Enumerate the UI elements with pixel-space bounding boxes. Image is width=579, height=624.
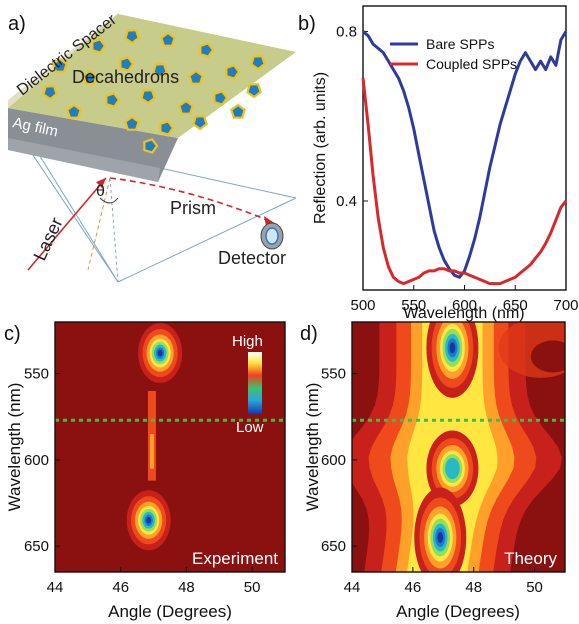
decahedron	[199, 41, 215, 58]
c-xlabel: Angle (Degrees)	[108, 602, 232, 621]
ytick-label: 650	[24, 538, 49, 555]
decahedron	[246, 83, 262, 99]
decahedron	[143, 137, 159, 154]
c-heatmap-streak	[149, 434, 154, 469]
xtick-label: 50	[244, 579, 261, 596]
plot-frame-c	[54, 321, 286, 573]
b-ytick-label: 0.8	[336, 23, 357, 40]
b-ytick-label: 0.4	[336, 193, 357, 210]
detector-icon	[260, 222, 284, 250]
b-xtick-label: 600	[452, 297, 477, 314]
decahedron	[52, 57, 68, 73]
decahedron	[124, 29, 140, 45]
panel-c-letter: c)	[4, 323, 21, 345]
decahedron	[140, 89, 156, 105]
panel-d-heatmap: d) 44 46 48 50 550 600 650 Theory Wavelength (…	[300, 321, 566, 621]
b-series-line-coupled-spps	[361, 77, 568, 286]
xtick-label: 44	[344, 579, 361, 596]
b-xtick-label: 550	[401, 297, 426, 314]
decahedrons-label: Decahedrons	[72, 67, 179, 87]
b-xtick-label: 500	[350, 297, 375, 314]
decahedron	[124, 115, 140, 131]
decahedron	[192, 115, 208, 131]
legend-bare-spps: Bare SPPs	[426, 36, 494, 52]
b-legend: Bare SPPs Coupled SPPs	[390, 36, 517, 72]
heatmap-dip-contour	[445, 457, 460, 480]
b-xlabel: Wavelength (nm)	[403, 305, 524, 322]
decahedron	[213, 89, 229, 106]
panel-a-letter: a)	[8, 13, 26, 35]
decahedron-particles	[42, 29, 266, 154]
ytick-label: 550	[24, 366, 49, 383]
d-xlabel: Angle (Degrees)	[396, 602, 520, 621]
dielectric-spacer	[8, 14, 296, 138]
b-xtick-label: 700	[553, 297, 578, 314]
d-heatmap-field	[352, 322, 565, 572]
laser-label: Laser	[29, 214, 66, 263]
d-ylabel: Wavelength (nm)	[303, 383, 322, 512]
panel-b-chart: b) 500 550 600 650 700 0.4 0.8 Bare SPPs Coupl…	[298, 5, 579, 322]
b-series-line-bare-spps	[362, 30, 568, 279]
heatmap-dip-contour	[157, 349, 163, 357]
decahedron	[160, 31, 176, 47]
c-heatmap-field	[126, 323, 183, 551]
panel-b-letter: b)	[298, 13, 316, 35]
b-ticks: 500 550 600 650 700 0.4 0.8	[336, 23, 578, 314]
decahedron	[152, 63, 168, 79]
heatmap-dip-contour	[437, 532, 444, 544]
c-ylabel: Wavelength (nm)	[5, 383, 24, 512]
d-heatmap-spread	[530, 340, 565, 373]
c-ticks: 44 46 48 50 550 600 650	[24, 366, 261, 596]
prism-label: Prism	[170, 198, 216, 218]
d-title: Theory	[504, 549, 557, 568]
xtick-label: 46	[112, 579, 129, 596]
panel-c-heatmap: c) 44 46 48 50 550 600 650 High Low Experiment…	[4, 321, 286, 621]
decahedron	[91, 37, 107, 54]
b-lines	[361, 30, 568, 286]
decahedron	[159, 119, 175, 136]
colorbar	[248, 352, 262, 414]
ytick-label: 650	[321, 538, 346, 555]
xtick-label: 44	[47, 579, 64, 596]
d-ticks: 44 46 48 50 550 600 650	[321, 366, 543, 596]
ytick-label: 550	[321, 366, 346, 383]
panel-a-schematic: a) Dielectric Spacer Decahedrons Ag film…	[7, 10, 297, 283]
colorbar-high-label: High	[232, 333, 263, 350]
xtick-label: 50	[526, 579, 543, 596]
decahedron	[250, 55, 266, 71]
b-ylabel: Reflection (arb. units)	[312, 72, 329, 224]
decahedron	[105, 91, 121, 108]
colorbar-low-label: Low	[236, 419, 264, 436]
b-xtick-label: 650	[503, 297, 528, 314]
reflected-beam	[109, 177, 273, 223]
xtick-label: 48	[465, 579, 482, 596]
decahedron	[42, 85, 58, 101]
decahedron	[188, 69, 204, 85]
decahedron	[66, 103, 82, 119]
ytick-label: 600	[24, 452, 49, 469]
panel-d-letter: d)	[300, 323, 318, 345]
decahedron	[230, 103, 246, 119]
detector-label: Detector	[218, 248, 286, 268]
plot-frame-d	[351, 321, 566, 573]
decahedron	[82, 69, 98, 85]
ytick-label: 600	[321, 452, 346, 469]
heatmap-dip-contour	[146, 516, 152, 524]
xtick-label: 48	[178, 579, 195, 596]
decahedron	[225, 63, 241, 80]
c-title: Experiment	[192, 549, 278, 568]
decahedron	[119, 55, 135, 72]
xtick-label: 46	[405, 579, 422, 596]
theta-label: θ	[96, 183, 105, 200]
decahedron	[178, 99, 194, 115]
legend-coupled-spps: Coupled SPPs	[426, 56, 517, 72]
heatmap-dip-contour	[449, 342, 456, 354]
laser-beam	[27, 177, 107, 271]
